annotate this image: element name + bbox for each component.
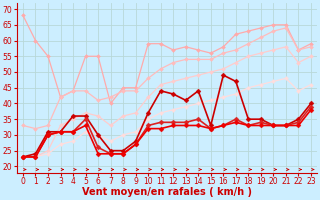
X-axis label: Vent moyen/en rafales ( km/h ): Vent moyen/en rafales ( km/h ) — [82, 187, 252, 197]
